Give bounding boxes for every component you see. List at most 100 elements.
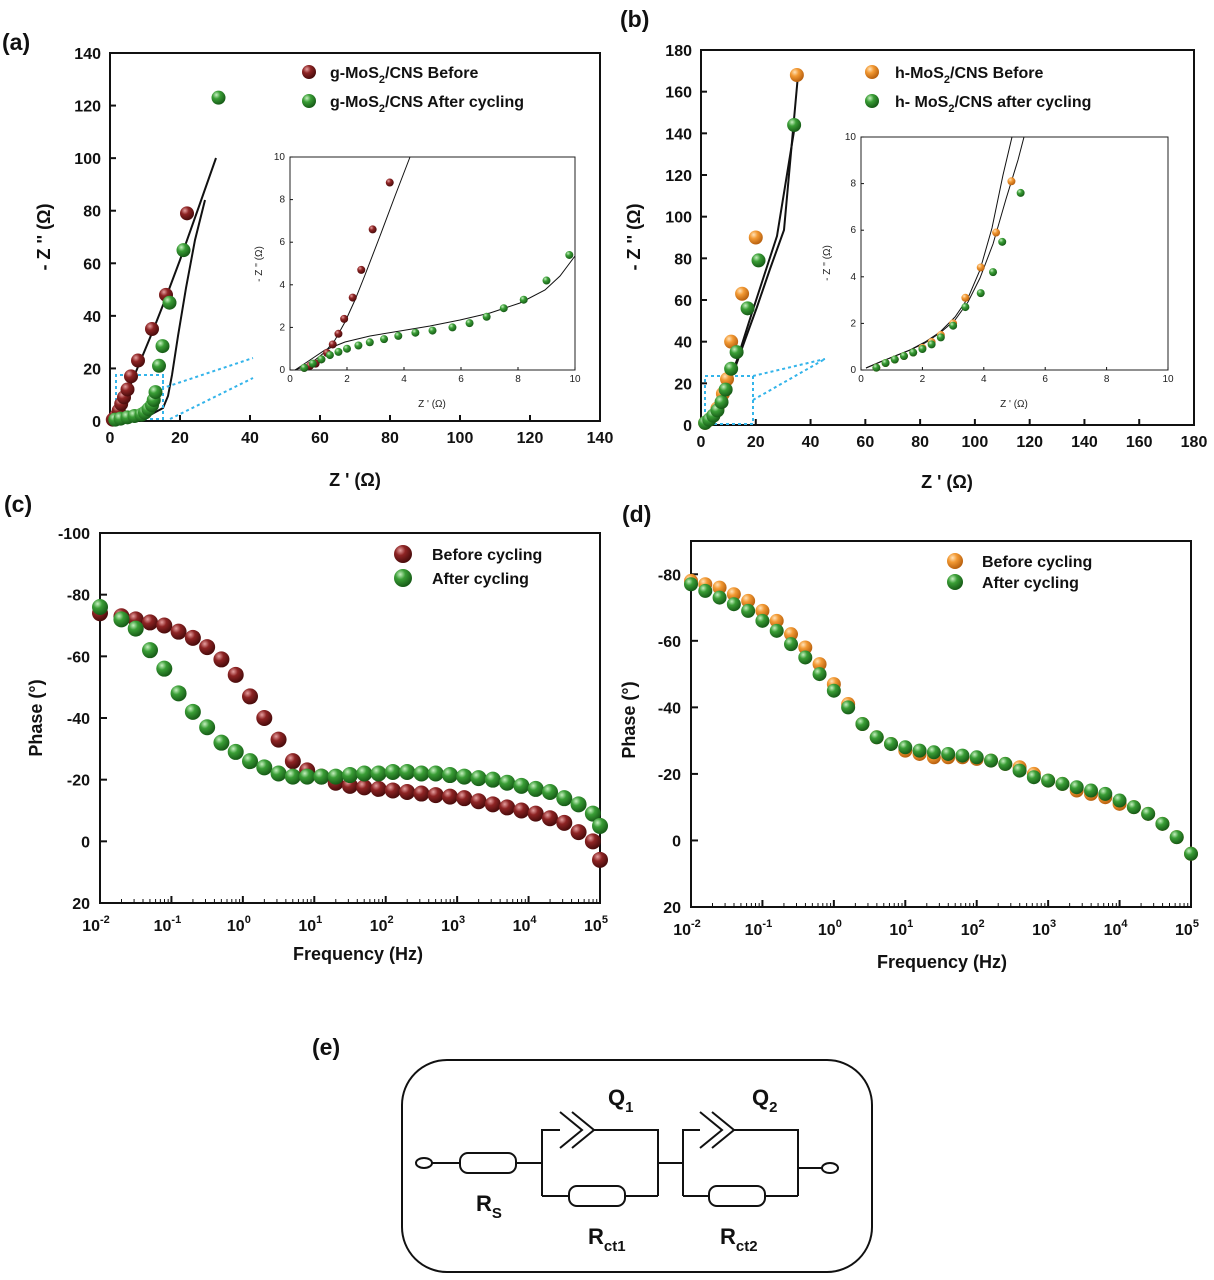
data-point-before-cycling: [556, 814, 573, 831]
y-tick-label: 100: [665, 210, 692, 227]
data-point-after-cycling: [313, 768, 330, 785]
data-point-after-cycling: [442, 767, 458, 784]
x-tick-label: 2: [344, 374, 350, 385]
data-point-after-cycling: [242, 753, 258, 770]
data-point-after-cycling: [1126, 800, 1141, 815]
data-point-g-mos2-cns-after-cycling: [317, 355, 326, 364]
data-point-after-cycling: [584, 805, 601, 822]
x-tick-label: 60: [311, 430, 329, 447]
y-tick-label: -80: [67, 588, 90, 605]
data-point-after-cycling: [527, 780, 544, 797]
data-point-g-mos2-cns-before: [334, 329, 343, 338]
data-point-after-cycling: [299, 768, 316, 785]
data-point-g-mos2-cns-before: [180, 206, 194, 221]
data-point-after-cycling: [184, 703, 201, 720]
data-point-after-cycling: [769, 623, 784, 638]
data-point-g-mos2-cns-after-cycling: [308, 359, 317, 368]
data-point-before-cycling: [542, 810, 558, 827]
data-point-after-cycling: [370, 765, 387, 782]
data-point-before-cycling: [256, 710, 273, 726]
x-tick-label: 20: [747, 434, 765, 451]
data-point-before-cycling: [592, 851, 608, 868]
x-tick-label: 0: [287, 374, 293, 385]
y-tick-label: 60: [674, 293, 692, 310]
data-point-g-mos2-cns-before: [131, 353, 145, 368]
x-tick-label: 104: [513, 914, 538, 935]
legend-marker-c-before: [394, 545, 412, 563]
data-point-before-cycling: [270, 731, 287, 748]
y-tick-label: 20: [674, 376, 692, 393]
inset-a-xlabel: Z ' (Ω): [418, 399, 446, 410]
data-point-h-mos2-cns-after-cycling: [1016, 188, 1025, 197]
legend-marker-a-before: [302, 65, 316, 79]
label-q1: Q1: [608, 1085, 633, 1116]
y-tick-label: 8: [279, 195, 285, 206]
resistor-rct2: [708, 1185, 766, 1207]
chart-c-xlabel: Frequency (Hz): [293, 944, 423, 964]
data-point-after-cycling: [270, 765, 287, 782]
circuit-terminal-left: [415, 1157, 433, 1169]
data-point-before-cycling: [184, 629, 201, 646]
data-point-g-mos2-cns-after-cycling: [343, 344, 351, 353]
y-tick-label: -20: [658, 767, 681, 784]
inset-a-points: [300, 178, 574, 372]
data-point-after-cycling: [1041, 773, 1056, 788]
data-point-before-cycling: [284, 753, 301, 770]
data-point-before-cycling: [199, 639, 216, 656]
chart-c-frame: [99, 532, 601, 904]
chart-c: 10-2 10-1 100 101 102 103 104 105 -100 -80 -60 -40 -…: [26, 526, 608, 964]
x-tick-label: 103: [441, 914, 465, 935]
x-tick-label: 40: [802, 434, 820, 451]
y-tick-label: 4: [850, 272, 856, 283]
circuit-box: [401, 1059, 873, 1273]
data-point-before-cycling: [370, 780, 387, 797]
legend-marker-d-after: [947, 574, 963, 590]
data-point-after-cycling: [898, 740, 913, 755]
y-tick-label: -40: [658, 700, 681, 717]
data-point-after-cycling: [470, 770, 487, 787]
chart-a-points: [105, 90, 226, 427]
data-point-before-cycling: [755, 603, 770, 618]
x-tick-label: 60: [856, 434, 874, 451]
data-point-after-cycling: [384, 763, 401, 780]
data-point-after-cycling: [926, 745, 941, 760]
data-point-g-mos2-cns-before: [120, 382, 135, 397]
data-point-h-mos2-cns-after-cycling: [751, 253, 766, 268]
chart-b: 0 20 40 60 80 100 120 140 160 1800204060801001201…: [624, 43, 1207, 492]
x-tick-label: 10: [1162, 374, 1174, 385]
data-point-h-mos2-cns-before: [724, 334, 739, 349]
data-point-after-cycling: [884, 736, 898, 751]
data-point-before-cycling: [798, 640, 813, 655]
data-point-after-cycling: [113, 611, 130, 628]
data-point-before-cycling: [427, 787, 444, 804]
label-rs: RS: [476, 1191, 502, 1222]
data-point-after-cycling: [698, 583, 713, 598]
data-point-after-cycling: [998, 756, 1013, 771]
chart-a-legend: g-MoS2/CNS Before g-MoS2/CNS After cycli…: [302, 65, 524, 115]
y-tick-label: 2: [850, 318, 856, 329]
chart-d-xlabel: Frequency (Hz): [877, 952, 1007, 972]
chart-b-legend: h-MoS2/CNS Before h- MoS2/CNS after cycl…: [865, 65, 1091, 115]
inset-a-ylabel: - Z '' (Ω): [254, 246, 265, 282]
data-point-before-cycling: [584, 833, 601, 850]
data-point-before-cycling: [741, 593, 756, 608]
data-point-g-mos2-cns-after-cycling: [365, 338, 374, 347]
data-point-before-cycling: [769, 613, 784, 628]
x-tick-label: 160: [1126, 434, 1153, 451]
data-point-g-mos2-cns-before: [357, 265, 366, 274]
data-point-h-mos2-cns-after-cycling: [918, 345, 927, 354]
data-point-g-mos2-cns-after-cycling: [565, 250, 574, 259]
data-point-after-cycling: [826, 683, 841, 698]
data-point-after-cycling: [327, 768, 344, 785]
data-point-before-cycling: [456, 790, 473, 807]
data-point-g-mos2-cns-before: [328, 340, 337, 349]
data-point-after-cycling: [1084, 783, 1098, 798]
data-point-after-cycling: [712, 590, 727, 605]
data-point-after-cycling: [912, 743, 927, 758]
y-tick-label: 2: [279, 322, 285, 333]
data-point-after-cycling: [213, 734, 230, 751]
data-point-after-cycling: [1069, 780, 1084, 795]
data-point-h-mos2-cns-after-cycling: [718, 382, 733, 397]
